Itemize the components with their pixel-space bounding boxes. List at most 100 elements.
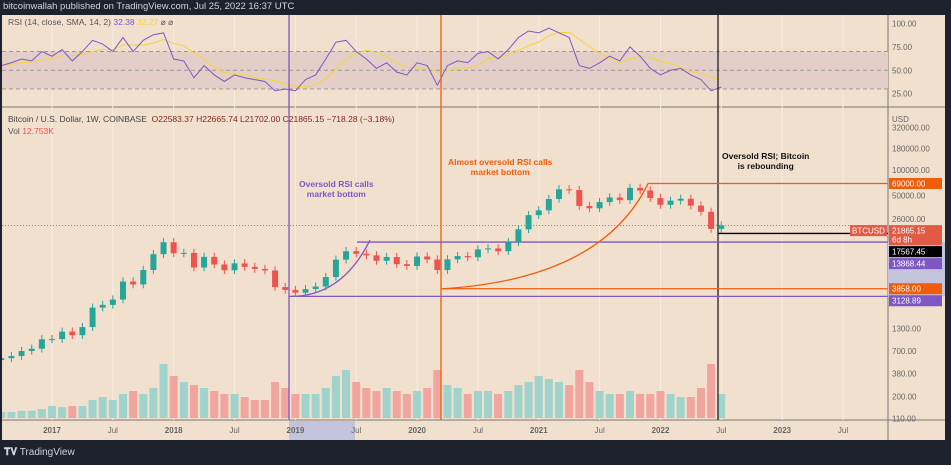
candle-body xyxy=(2,358,5,361)
symbol-tag-bg xyxy=(850,225,887,237)
candle-body xyxy=(474,249,481,258)
candle-body xyxy=(414,256,421,266)
candle-body xyxy=(109,299,116,305)
candle-body xyxy=(606,197,613,203)
rsi-sma-value: 32.27 xyxy=(137,17,159,27)
volume-bar xyxy=(413,391,422,418)
annotation-black: Oversold RSI; Bitcoin is rebounding xyxy=(722,151,810,171)
time-axis-tick: Jul xyxy=(351,426,361,435)
level-label-bg xyxy=(889,178,942,190)
time-axis-tick: 2022 xyxy=(652,426,670,435)
candle-body xyxy=(8,356,15,359)
volume-bar xyxy=(271,382,280,418)
candle-body xyxy=(211,256,218,265)
volume-bar xyxy=(108,400,117,418)
volume-bar xyxy=(646,394,655,418)
time-axis-tick: 2019 xyxy=(287,426,305,435)
candle-body xyxy=(272,270,279,288)
candle-body xyxy=(221,264,228,271)
volume-bar xyxy=(159,364,168,418)
candle-body xyxy=(69,331,76,336)
candle-body xyxy=(464,256,471,258)
symbol-tag: BTCUSD xyxy=(852,227,885,236)
level-label: 69000.00 xyxy=(892,180,926,189)
volume-bar xyxy=(342,370,351,418)
visibility-icons[interactable]: ⌀ ⌀ xyxy=(160,17,174,27)
volume-bar xyxy=(291,394,300,418)
volume-bar xyxy=(372,391,381,418)
level-label: 3858.00 xyxy=(892,285,921,294)
volume-bar xyxy=(220,394,229,418)
level-label: 13868.44 xyxy=(892,260,926,269)
volume-bar xyxy=(129,391,138,418)
volume-legend: Vol 12.753K xyxy=(8,126,54,136)
time-axis-tick: Jul xyxy=(108,426,118,435)
price-axis-tick: 26000.00 xyxy=(892,215,926,224)
candle-body xyxy=(515,229,522,243)
price-axis-tick: 200.00 xyxy=(892,393,917,402)
annotation-orange: Almost oversold RSI calls market bottom xyxy=(448,157,553,177)
candle-body xyxy=(322,277,329,287)
publish-header: bitcoinwallah published on TradingView.c… xyxy=(3,1,295,12)
volume-bar xyxy=(504,391,513,418)
volume-bar xyxy=(7,412,16,418)
volume-bar xyxy=(494,394,503,418)
tradingview-logo[interactable]: 𝐓𝐕 TradingView xyxy=(4,447,75,458)
candle-body xyxy=(18,351,25,357)
volume-bar xyxy=(595,391,604,418)
volume-bar xyxy=(443,385,452,418)
candle-body xyxy=(444,259,451,271)
volume-bar xyxy=(68,406,77,418)
volume-bar xyxy=(139,394,148,418)
logo-text: TradingView xyxy=(19,447,75,458)
volume-bar xyxy=(534,376,543,418)
volume-bar xyxy=(301,394,310,418)
candle-body xyxy=(403,264,410,266)
chart-frame[interactable]: 100.00 75.00 50.00 25.00 USD 320000.00 180000.… xyxy=(2,15,945,440)
candle-body xyxy=(718,225,725,229)
candle-body xyxy=(545,198,552,211)
candle-body xyxy=(586,205,593,209)
candle-body xyxy=(140,269,147,285)
candle-body xyxy=(190,252,197,268)
rsi-label: RSI (14, close, SMA, 14, 2) xyxy=(8,17,111,27)
time-axis-tick: 2023 xyxy=(773,426,791,435)
volume-bar xyxy=(118,394,127,418)
volume-bar xyxy=(321,388,330,418)
volume-bar xyxy=(676,397,685,418)
candle-body xyxy=(383,257,390,261)
candle-body xyxy=(343,251,350,260)
rsi-axis-tick: 50.00 xyxy=(892,66,913,75)
level-label-bg xyxy=(889,258,942,270)
time-axis-tick: Jul xyxy=(716,426,726,435)
price-axis-tick: 320000.00 xyxy=(892,124,930,133)
volume-bar xyxy=(98,397,107,418)
level-label: 21865.15 xyxy=(892,227,926,236)
volume-bar xyxy=(453,388,462,418)
candle-body xyxy=(657,198,664,205)
volume-bar xyxy=(423,388,432,418)
volume-bar xyxy=(402,394,411,418)
price-axis-tick: 110.00 xyxy=(892,415,916,424)
volume-bar xyxy=(463,394,472,418)
candle-body xyxy=(596,202,603,209)
time-axis-tick: 2018 xyxy=(165,426,183,435)
time-axis-tick: Jul xyxy=(595,426,605,435)
candle-body xyxy=(495,248,502,252)
volume-bar xyxy=(2,412,6,418)
volume-bar xyxy=(352,382,361,418)
level-label: 17567.45 xyxy=(892,248,926,257)
ohlc-low: L21702.00 xyxy=(240,114,281,124)
level-label-bg xyxy=(889,283,942,295)
candle-body xyxy=(637,187,644,191)
curve-orange xyxy=(442,183,649,290)
volume-bar xyxy=(473,391,482,418)
candle-body xyxy=(616,197,623,201)
candle-body xyxy=(292,289,299,293)
candle-body xyxy=(282,287,289,290)
ohlc-change: −718.28 (−3.18%) xyxy=(326,114,395,124)
volume-bar xyxy=(58,407,67,418)
volume-bar xyxy=(210,391,219,418)
volume-bar xyxy=(392,391,401,418)
